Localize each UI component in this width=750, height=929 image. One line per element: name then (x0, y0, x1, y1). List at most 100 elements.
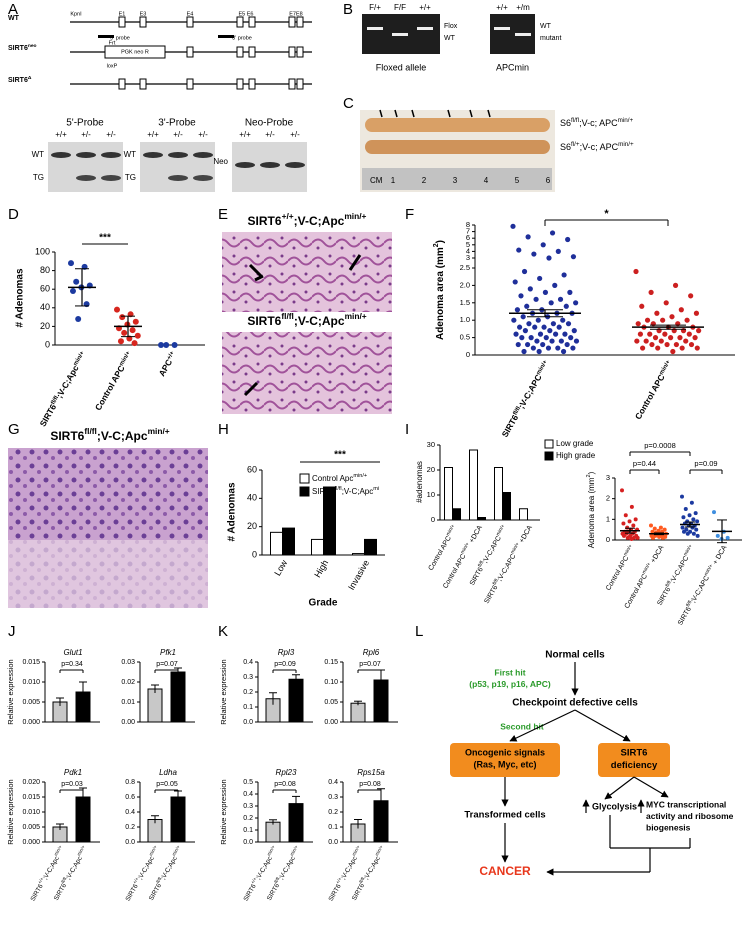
text-run: SIRT6 (656, 586, 672, 607)
ruler-label: 4 (484, 176, 489, 185)
data-point (537, 275, 543, 282)
data-point (678, 307, 684, 313)
data-point (131, 340, 138, 347)
y-tick-label: 0 (606, 535, 610, 544)
p-value: p=0.0008 (644, 441, 676, 450)
y-tick-label: 0.3 (243, 803, 253, 810)
arrow-marker (447, 109, 451, 118)
diagram-node: Glycolysis (592, 801, 637, 811)
text-run: SIRT6 (247, 314, 281, 328)
data-point (114, 306, 120, 313)
panel-letter: E (218, 206, 228, 223)
bar (519, 508, 528, 521)
data-point (513, 331, 519, 337)
text-run: SIRT6 (266, 882, 281, 902)
data-point (510, 223, 516, 229)
exon (186, 16, 194, 28)
band-label: mutant (540, 35, 561, 42)
significance: *** (99, 233, 111, 244)
diagram-node: biogenesis (646, 822, 691, 832)
legend-swatch (544, 439, 554, 449)
y-tick-label: 8 (466, 220, 470, 229)
text-run: ;V-c; APC (580, 142, 619, 152)
data-point (68, 260, 74, 267)
bar (352, 553, 365, 556)
band (101, 175, 121, 181)
text-run: S6 (560, 118, 571, 128)
band (193, 152, 213, 158)
text-run: Control APC (624, 573, 649, 610)
data-point (555, 345, 561, 351)
data-point (652, 335, 659, 341)
data-point (527, 286, 533, 292)
text-run: S6 (560, 142, 571, 152)
data-point (681, 515, 686, 520)
exon (296, 16, 304, 28)
superscript: +/+ (166, 350, 176, 361)
data-point (660, 317, 666, 323)
superscript: fl/fl (281, 311, 294, 321)
data-point (532, 324, 538, 330)
text-run: SIRT6 (351, 882, 366, 902)
chart-title: Ldha (159, 768, 177, 777)
p-value: p=0.09 (274, 661, 296, 668)
blot-title: 3'-Probe (158, 118, 196, 129)
exon (248, 16, 256, 28)
arrow-marker (469, 109, 473, 118)
y-tick-label: 0.8 (125, 779, 135, 786)
data-point (640, 345, 646, 351)
bar (444, 467, 453, 521)
data-point (680, 525, 685, 530)
text-run: ;V-C;Apc (137, 854, 156, 880)
y-tick-label: 20 (427, 465, 435, 474)
data-point (629, 536, 634, 541)
map-label: KpnI (70, 11, 82, 17)
y-tick-label: 5 (466, 240, 470, 249)
text-run: SIRT6 (677, 606, 693, 627)
exon (139, 78, 147, 90)
y-tick-label: 0.015 (22, 794, 40, 801)
text-run: SIRT6 (327, 883, 342, 903)
band-label: WT (124, 150, 137, 159)
y-tick-label: 0.005 (22, 824, 40, 831)
superscript: min/+ (460, 541, 471, 555)
text-run: ;V-c; APC (579, 118, 618, 128)
panel-letter: K (218, 623, 228, 640)
data-point (654, 310, 660, 316)
exon (248, 78, 256, 90)
image-title: SIRT6+/+;V-C;Apcmin/+ (248, 211, 367, 228)
band-label: Flox (444, 23, 458, 30)
diagram-node: First hit (494, 667, 525, 677)
data-point (633, 517, 638, 522)
y-axis-label: Relative expression (6, 659, 15, 724)
diagram-box (450, 743, 560, 777)
map-label: E4 (187, 11, 194, 17)
text-run: ;V-C;APC (496, 553, 517, 582)
data-point (556, 324, 562, 330)
y-tick-label: 0.015 (22, 659, 40, 666)
histology-image (222, 332, 392, 414)
data-point (560, 317, 566, 323)
p-value: p=0.07 (156, 661, 178, 668)
data-point (696, 328, 702, 334)
intestine-strip (365, 140, 550, 154)
data-point (546, 255, 552, 261)
y-tick-label: 0.2 (243, 815, 253, 822)
p-value: p=0.34 (61, 661, 83, 668)
y-tick-label: 2.0 (460, 280, 470, 289)
blot-title: 5'-Probe (66, 118, 104, 129)
lane-label: +/+ (496, 3, 508, 12)
y-tick-label: 0.010 (22, 679, 40, 686)
data-point (631, 523, 636, 528)
data-point (555, 248, 561, 254)
data-point (535, 317, 541, 323)
data-point (655, 345, 661, 351)
text-run: ;V-C;Apc (278, 854, 297, 880)
y-tick-label: 0.000 (22, 839, 40, 846)
data-point (693, 511, 698, 516)
text-run: ;V-C;Apc (42, 854, 61, 880)
ruler-label: 6 (546, 176, 551, 185)
data-point (637, 331, 644, 337)
y-tick-label: 1 (606, 514, 610, 523)
exon (296, 46, 304, 58)
